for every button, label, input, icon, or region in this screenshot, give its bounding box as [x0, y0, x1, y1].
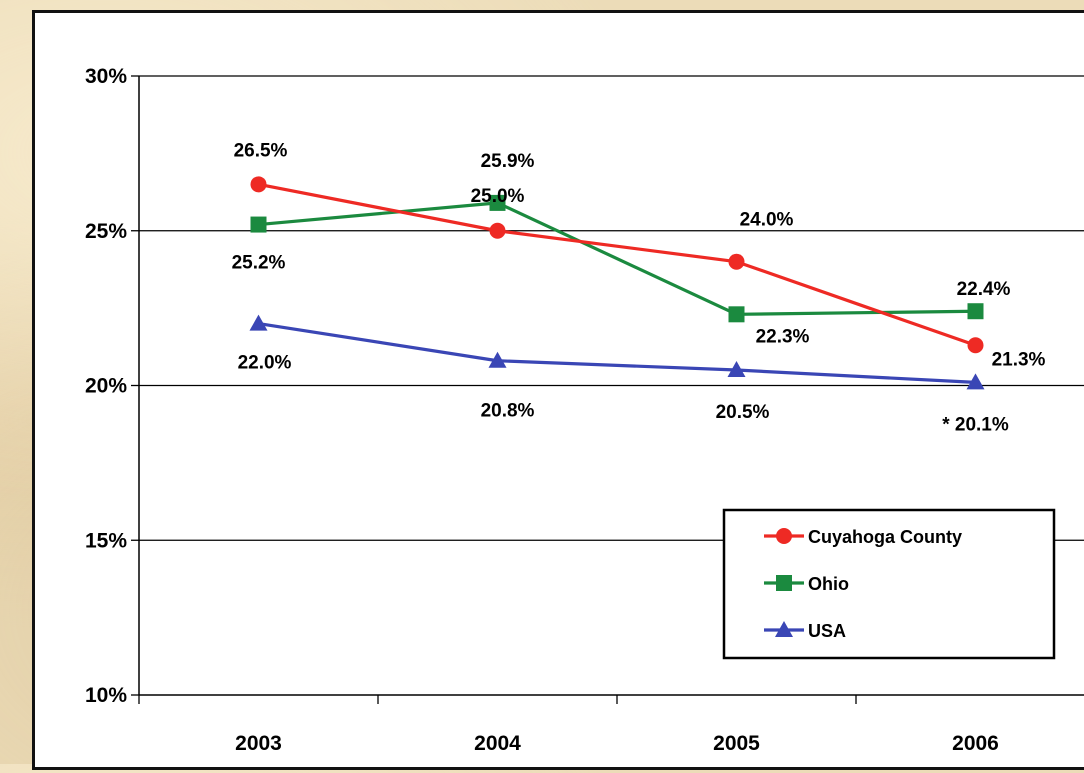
data-point-marker	[250, 176, 267, 193]
legend-entry-label: Ohio	[808, 574, 849, 594]
data-label: 22.0%	[238, 353, 292, 374]
data-point-marker	[966, 373, 985, 390]
y-tick-label: 10%	[85, 684, 127, 707]
x-tick-label: 2004	[474, 732, 521, 755]
legend-entry-label: Cuyahoga County	[808, 527, 962, 547]
data-label: 20.8%	[481, 401, 535, 422]
y-tick-label: 30%	[85, 65, 127, 88]
series-line-usa	[258, 322, 976, 385]
data-label: 25.2%	[232, 253, 286, 274]
data-label: * 20.1%	[942, 414, 1009, 435]
data-point-marker	[728, 306, 745, 323]
data-label: 24.0%	[740, 210, 794, 231]
data-point-marker	[488, 351, 507, 368]
data-label: 25.9%	[481, 151, 535, 172]
data-label: 22.3%	[756, 326, 810, 347]
data-label: 26.5%	[234, 140, 288, 161]
data-point-marker	[727, 361, 746, 378]
data-labels: 26.5% 25.0% 24.0% 21.3% 25.2% 25.9% 22.3% 22.4%…	[232, 140, 1046, 435]
legend-marker	[776, 528, 792, 544]
axes: 30% 25% 20% 15% 10% 2003 2004 2005 2006	[85, 65, 1084, 755]
y-tick-label: 15%	[85, 529, 127, 552]
chart-panel: 30% 25% 20% 15% 10% 2003 2004 2005 2006 26.5% 25.…	[32, 10, 1084, 770]
series-line-ohio	[258, 201, 976, 316]
x-tick-label: 2003	[235, 732, 282, 755]
data-label: 20.5%	[716, 402, 770, 423]
y-tick-label: 25%	[85, 220, 127, 243]
x-tick-label: 2005	[713, 732, 760, 755]
data-point-marker	[967, 303, 984, 320]
data-label: 21.3%	[992, 349, 1046, 370]
legend: Cuyahoga County Ohio USA	[722, 508, 1056, 660]
data-label: 22.4%	[957, 279, 1011, 300]
series-line-cuyahoga-county	[258, 182, 977, 347]
data-point-marker	[967, 337, 984, 354]
data-point-marker	[489, 194, 506, 211]
data-point-marker	[489, 222, 506, 239]
data-label: 25.0%	[471, 186, 525, 207]
line-chart: 30% 25% 20% 15% 10% 2003 2004 2005 2006 26.5% 25.…	[85, 65, 1084, 755]
legend-marker	[776, 575, 792, 591]
y-tick-label: 20%	[85, 375, 127, 398]
data-point-marker	[728, 253, 745, 270]
series-lines	[249, 176, 985, 390]
data-point-marker	[250, 216, 267, 233]
legend-marker	[775, 621, 793, 637]
legend-entry-label: USA	[808, 621, 846, 641]
x-tick-label: 2006	[952, 732, 999, 755]
data-point-marker	[249, 314, 268, 331]
